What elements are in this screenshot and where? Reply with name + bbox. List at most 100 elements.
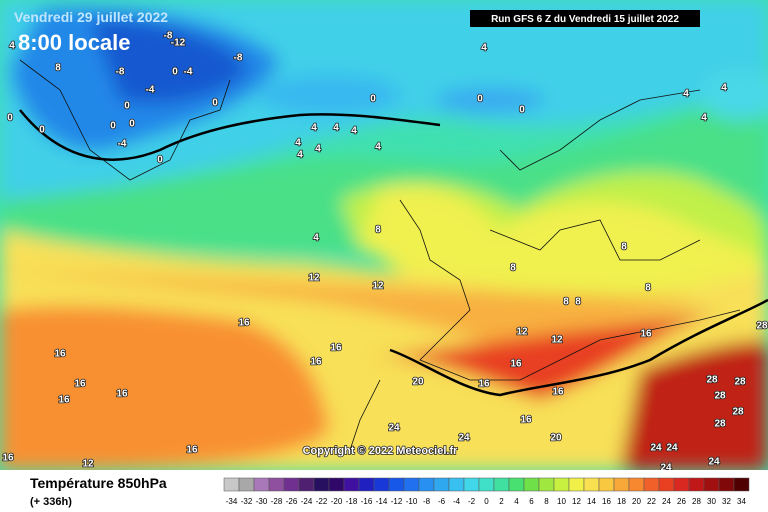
contour-label: 8 bbox=[563, 297, 569, 308]
legend-swatch bbox=[583, 477, 600, 492]
legend-tick-label: 34 bbox=[737, 497, 746, 506]
contour-label: 12 bbox=[308, 273, 320, 284]
contour-label: 16 bbox=[58, 395, 70, 406]
contour-label: 16 bbox=[310, 357, 322, 368]
legend-swatch bbox=[628, 477, 645, 492]
legend-tick-label: 24 bbox=[662, 497, 671, 506]
legend-swatch bbox=[568, 477, 585, 492]
contour-label: 28 bbox=[706, 375, 718, 386]
contour-label: 28 bbox=[732, 407, 744, 418]
legend-tick-label: 4 bbox=[514, 497, 519, 506]
contour-label: 8 bbox=[510, 263, 516, 274]
legend-swatch bbox=[223, 477, 240, 492]
legend-swatch bbox=[283, 477, 300, 492]
contour-label: 4 bbox=[295, 138, 301, 149]
contour-label: 4 bbox=[9, 41, 15, 52]
legend-swatch bbox=[493, 477, 510, 492]
contour-label: 16 bbox=[238, 318, 250, 329]
contour-label: 16 bbox=[520, 415, 532, 426]
legend-tick-label: 8 bbox=[544, 497, 549, 506]
contour-label: 16 bbox=[74, 379, 86, 390]
contour-label: 24 bbox=[388, 423, 400, 434]
contour-label: -4 bbox=[146, 85, 155, 96]
legend-swatch bbox=[298, 477, 315, 492]
legend-tick-label: 2 bbox=[499, 497, 504, 506]
legend-tick-label: 32 bbox=[722, 497, 731, 506]
contour-label: 16 bbox=[116, 389, 128, 400]
legend-tick-label: -18 bbox=[346, 497, 358, 506]
contour-label: 0 bbox=[172, 67, 178, 78]
contour-label: 8 bbox=[55, 63, 61, 74]
legend-tick-label: -6 bbox=[438, 497, 446, 506]
legend-swatch bbox=[388, 477, 405, 492]
legend-tick-label: 22 bbox=[647, 497, 656, 506]
contour-label: 16 bbox=[552, 387, 564, 398]
legend-tick-label: -22 bbox=[316, 497, 328, 506]
legend-tick-label: -24 bbox=[301, 497, 313, 506]
contour-label: 16 bbox=[510, 359, 522, 370]
legend-swatch bbox=[553, 477, 570, 492]
legend-tick-label: 30 bbox=[707, 497, 716, 506]
legend-tick-label: 26 bbox=[677, 497, 686, 506]
contour-label: 0 bbox=[129, 119, 135, 130]
legend-swatch bbox=[253, 477, 270, 492]
isotherm-lines bbox=[19, 109, 768, 397]
contour-label: 8 bbox=[621, 242, 627, 253]
contour-label: 28 bbox=[714, 391, 726, 402]
contour-label: 8 bbox=[575, 297, 581, 308]
contour-label: 28 bbox=[714, 419, 726, 430]
legend-tick-label: -14 bbox=[376, 497, 388, 506]
legend-swatch bbox=[538, 477, 555, 492]
time: 8:00 locale bbox=[18, 30, 131, 55]
contour-label: -8 bbox=[116, 67, 125, 78]
legend-tick-label: -32 bbox=[241, 497, 253, 506]
legend-swatch bbox=[688, 477, 705, 492]
copyright: Copyright © 2022 Meteociel.fr bbox=[303, 445, 459, 457]
contour-label: 16 bbox=[2, 453, 14, 464]
date: Vendredi 29 juillet 2022 bbox=[14, 9, 168, 25]
legend-swatch bbox=[448, 477, 465, 492]
legend-tick-label: 10 bbox=[557, 497, 566, 506]
contour-label: 4 bbox=[375, 142, 381, 153]
contour-label: -8 bbox=[234, 53, 243, 64]
contour-label: 16 bbox=[640, 329, 652, 340]
contour-label: 0 bbox=[124, 101, 130, 112]
legend-tick-label: 16 bbox=[602, 497, 611, 506]
legend-tick-label: 6 bbox=[529, 497, 534, 506]
contour-label: 24 bbox=[666, 443, 678, 454]
legend-swatch bbox=[703, 477, 720, 492]
contour-label: 16 bbox=[186, 445, 198, 456]
legend-tick-label: -8 bbox=[423, 497, 431, 506]
contour-label: 4 bbox=[297, 150, 303, 161]
legend-tick-label: -28 bbox=[271, 497, 283, 506]
contour-label: 16 bbox=[54, 349, 66, 360]
legend-swatch bbox=[658, 477, 675, 492]
contour-label: 12 bbox=[516, 327, 528, 338]
contour-label: 4 bbox=[701, 113, 707, 124]
contour-label: 16 bbox=[330, 343, 342, 354]
contour-label: 4 bbox=[311, 123, 317, 134]
legend-tick-label: 12 bbox=[572, 497, 581, 506]
legend-tick-label: -10 bbox=[406, 497, 418, 506]
contour-label: 20 bbox=[550, 433, 562, 444]
contour-label: 8 bbox=[375, 225, 381, 236]
contour-label: 28 bbox=[734, 377, 746, 388]
legend-swatch bbox=[508, 477, 525, 492]
legend-tick-label: 28 bbox=[692, 497, 701, 506]
legend-swatch bbox=[418, 477, 435, 492]
contour-label: 0 bbox=[370, 94, 376, 105]
legend-tick-label: -16 bbox=[361, 497, 373, 506]
contour-label: 4 bbox=[351, 126, 357, 137]
contour-label: 16 bbox=[478, 379, 490, 390]
contour-label: 4 bbox=[481, 43, 487, 54]
contour-label: 4 bbox=[315, 144, 321, 155]
legend-tick-label: -4 bbox=[453, 497, 461, 506]
legend-swatch bbox=[598, 477, 615, 492]
contour-label: 0 bbox=[157, 155, 163, 166]
legend-tick-label: -26 bbox=[286, 497, 298, 506]
legend-swatch bbox=[463, 477, 480, 492]
legend-swatch bbox=[478, 477, 495, 492]
legend-tick-label: 20 bbox=[632, 497, 641, 506]
contour-label: -12 bbox=[171, 38, 186, 49]
